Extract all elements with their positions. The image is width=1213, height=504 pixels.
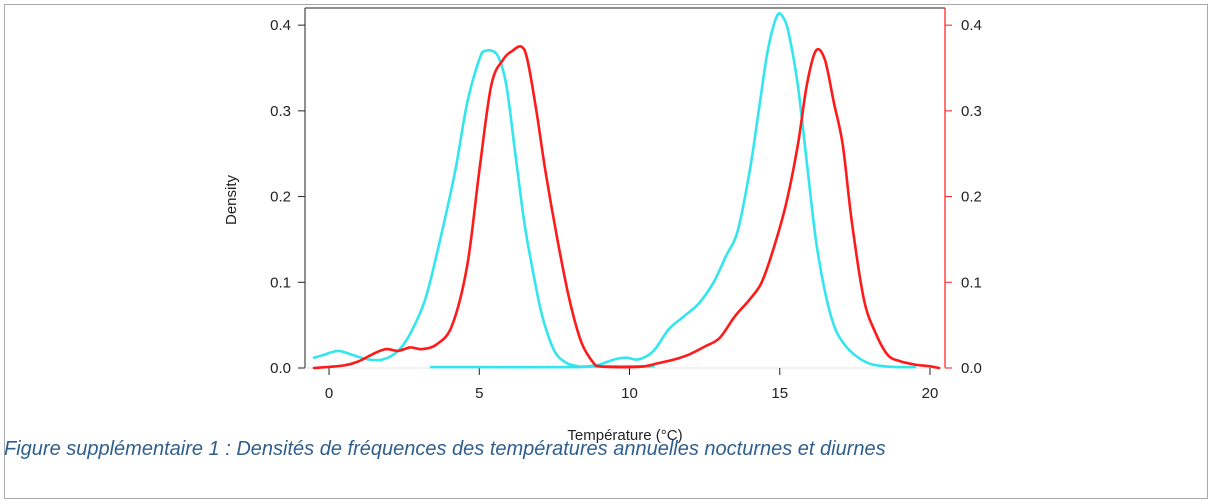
series-line-0 xyxy=(312,12,917,369)
y-tick-label: 0.0 xyxy=(270,360,291,377)
y-axis-label: Density xyxy=(223,174,240,225)
y-tick-label: 0.3 xyxy=(270,103,291,120)
series-line-2 xyxy=(312,44,941,370)
x-tick-label: 0 xyxy=(325,385,333,402)
y2-tick-label: 0.4 xyxy=(961,17,982,34)
x-tick-label: 15 xyxy=(771,385,788,402)
figure-frame xyxy=(4,4,1208,499)
x-tick-label: 20 xyxy=(922,385,939,402)
figure-caption: Figure supplémentaire 1 : Densités de fr… xyxy=(4,438,886,460)
chart-axes: 0.0 0.1 0.2 0.3 0.4 0.0 0.1 0.2 0.3 0.4 0 5 10 15 20 xyxy=(270,7,982,402)
y-tick-label: 0.1 xyxy=(270,274,291,291)
x-tick-label: 5 xyxy=(475,385,483,402)
y2-tick-label: 0.2 xyxy=(961,189,982,206)
y2-tick-label: 0.1 xyxy=(961,274,982,291)
chart-lines xyxy=(312,12,941,370)
y-tick-label: 0.2 xyxy=(270,189,291,206)
x-tick-label: 10 xyxy=(621,385,638,402)
y-tick-label: 0.4 xyxy=(270,17,291,34)
y2-tick-label: 0.3 xyxy=(961,103,982,120)
x-axis-label: Température (°C) xyxy=(567,427,682,444)
y2-tick-label: 0.0 xyxy=(961,360,982,377)
